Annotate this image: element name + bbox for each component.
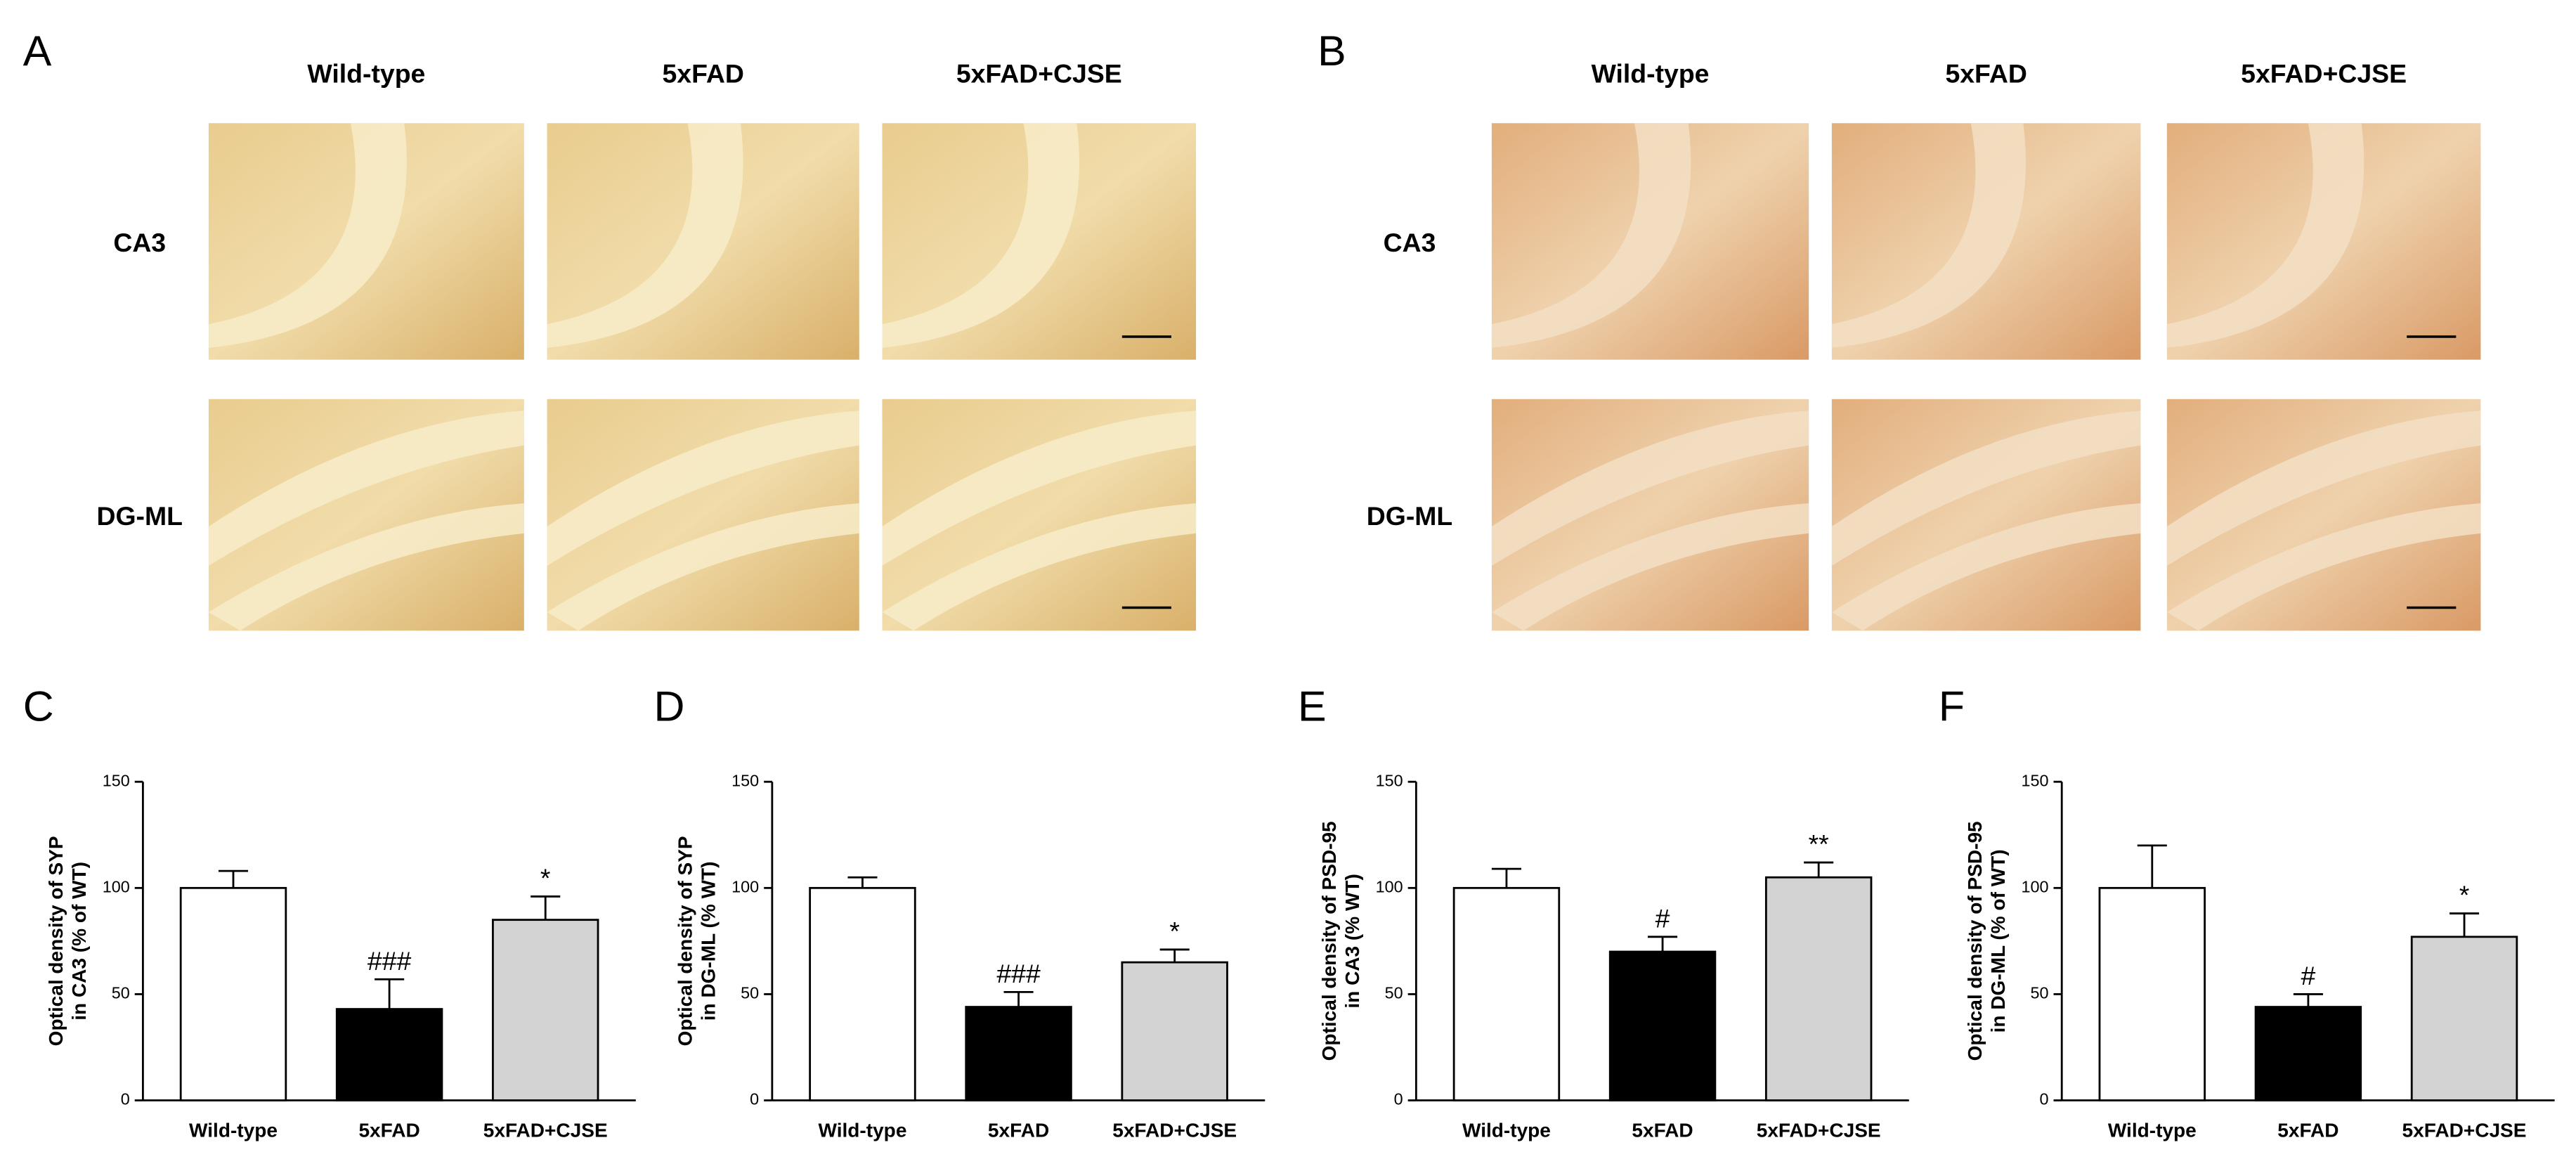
- significance-label: #: [1655, 903, 1670, 933]
- y-axis-label: Optical density of PSD-95: [1318, 821, 1340, 1061]
- column-label: Wild-type: [307, 58, 425, 88]
- y-tick-label: 0: [1394, 1090, 1403, 1108]
- x-tick-label: 5xFAD+CJSE: [1757, 1119, 1881, 1141]
- y-tick-label: 150: [731, 771, 759, 789]
- x-tick-label: Wild-type: [189, 1119, 278, 1141]
- y-tick-label: 50: [741, 984, 759, 1002]
- significance-label: **: [1809, 829, 1829, 859]
- panel-letter: D: [654, 682, 685, 730]
- tissue-layer: [2166, 123, 2364, 348]
- row-label: DG-ML: [1367, 501, 1453, 531]
- x-tick-label: 5xFAD: [2277, 1119, 2338, 1141]
- bar: [492, 919, 599, 1101]
- bar: [1608, 950, 1717, 1101]
- tissue-layer: [1831, 410, 2141, 631]
- y-tick-label: 0: [121, 1090, 130, 1108]
- row-label: DG-ML: [96, 501, 183, 531]
- panel-letter: E: [1298, 682, 1327, 730]
- significance-label: *: [2459, 880, 2470, 910]
- column-label: 5xFAD: [1945, 58, 2027, 88]
- x-tick-label: 5xFAD: [1632, 1119, 1693, 1141]
- bar: [2254, 1006, 2362, 1101]
- y-axis-label: in DG-ML (% WT): [697, 862, 719, 1021]
- tissue-layer: [208, 123, 407, 348]
- tissue-layer: [882, 410, 1197, 631]
- y-tick-label: 50: [2031, 984, 2049, 1002]
- bar: [1764, 876, 1873, 1101]
- y-axis-label: in CA3 (% of WT): [68, 862, 90, 1021]
- x-tick-label: 5xFAD: [988, 1119, 1049, 1141]
- tissue-layer: [547, 123, 743, 348]
- tissue-layer: [1831, 123, 2027, 348]
- y-axis-label: Optical density of SYP: [45, 836, 67, 1046]
- row-label: CA3: [1384, 228, 1436, 257]
- y-tick-label: 50: [1385, 984, 1403, 1002]
- tissue-layer: [882, 123, 1080, 348]
- row-label: CA3: [113, 228, 166, 257]
- tissue-layer: [1491, 123, 1691, 348]
- y-tick-label: 0: [750, 1090, 759, 1108]
- y-tick-label: 150: [1376, 771, 1403, 789]
- tissue-layer: [1491, 410, 1809, 631]
- panel-letter: C: [23, 682, 54, 730]
- significance-label: #: [2301, 961, 2316, 990]
- panel-letter: B: [1318, 27, 1346, 75]
- column-label: 5xFAD: [662, 58, 743, 88]
- y-tick-label: 100: [731, 878, 759, 896]
- bar: [965, 1006, 1072, 1101]
- y-tick-label: 150: [103, 771, 130, 789]
- x-tick-label: Wild-type: [818, 1119, 906, 1141]
- bar: [809, 886, 916, 1101]
- x-tick-label: Wild-type: [1462, 1119, 1551, 1141]
- y-axis-label: in CA3 (% WT): [1341, 874, 1363, 1008]
- bar: [179, 886, 287, 1101]
- panel-letter: F: [1939, 682, 1965, 730]
- tissue-layer: [2166, 410, 2481, 631]
- y-tick-label: 50: [112, 984, 130, 1002]
- significance-label: ###: [996, 959, 1041, 988]
- y-tick-label: 100: [103, 878, 130, 896]
- bar: [2098, 886, 2206, 1101]
- column-label: 5xFAD+CJSE: [2241, 58, 2407, 88]
- significance-label: ###: [367, 946, 412, 976]
- y-axis-label: Optical density of PSD-95: [1964, 821, 1986, 1061]
- y-axis-label: Optical density of SYP: [675, 836, 696, 1046]
- bar: [335, 1008, 443, 1101]
- tissue-layer: [208, 410, 524, 631]
- bar: [2410, 936, 2518, 1101]
- x-tick-label: 5xFAD+CJSE: [483, 1119, 608, 1141]
- y-tick-label: 150: [2022, 771, 2049, 789]
- y-tick-label: 100: [2022, 878, 2049, 896]
- y-tick-label: 100: [1376, 878, 1403, 896]
- x-tick-label: 5xFAD+CJSE: [1112, 1119, 1237, 1141]
- panel-letter: A: [23, 27, 52, 75]
- significance-label: *: [1169, 916, 1180, 945]
- column-label: Wild-type: [1592, 58, 1710, 88]
- x-tick-label: 5xFAD+CJSE: [2402, 1119, 2527, 1141]
- bar: [1452, 886, 1561, 1101]
- x-tick-label: 5xFAD: [358, 1119, 419, 1141]
- tissue-layer: [547, 410, 859, 631]
- y-tick-label: 0: [2039, 1090, 2048, 1108]
- significance-label: *: [540, 863, 551, 893]
- y-axis-label: in DG-ML (% of WT): [1987, 849, 2009, 1033]
- column-label: 5xFAD+CJSE: [956, 58, 1122, 88]
- x-tick-label: Wild-type: [2108, 1119, 2197, 1141]
- bar: [1121, 961, 1228, 1101]
